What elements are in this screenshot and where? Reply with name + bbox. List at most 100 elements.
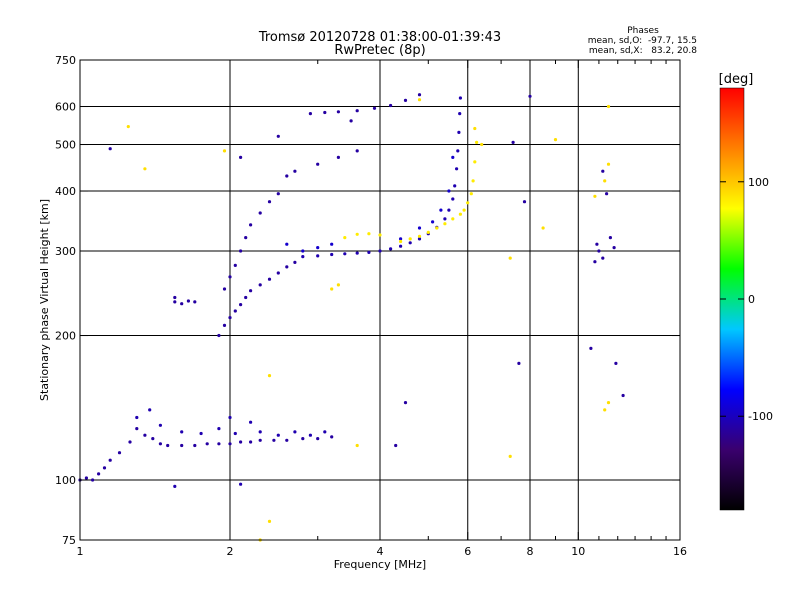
data-point [143, 167, 147, 171]
data-point [108, 147, 112, 151]
data-point [143, 433, 147, 437]
data-point [367, 250, 371, 254]
data-point [431, 220, 435, 224]
data-point [603, 179, 607, 183]
data-point [601, 169, 605, 173]
data-point [249, 440, 253, 444]
data-point [606, 162, 611, 166]
data-point [605, 192, 609, 196]
data-point [399, 244, 403, 248]
data-point [193, 300, 197, 304]
data-point [258, 438, 262, 442]
data-point [480, 142, 484, 147]
data-point [173, 484, 177, 488]
data-point [186, 299, 190, 303]
data-point [316, 162, 320, 166]
data-point [117, 451, 122, 455]
colorbar-tick-label: -100 [748, 410, 773, 423]
data-point [469, 192, 473, 196]
data-point [158, 423, 162, 427]
data-point [343, 236, 347, 240]
data-point [151, 437, 155, 441]
data-point [466, 201, 470, 205]
data-point [621, 393, 625, 398]
data-point [417, 226, 422, 230]
data-point [336, 283, 340, 287]
data-point [355, 251, 359, 255]
x-axis-label: Frequency [MHz] [334, 558, 426, 571]
data-point [276, 433, 280, 437]
data-point [308, 112, 312, 116]
data-point [91, 478, 95, 482]
data-point [323, 110, 327, 115]
y-tick-label: 200 [55, 330, 76, 343]
data-point [267, 374, 272, 378]
data-point [517, 361, 521, 365]
data-point [97, 472, 101, 476]
data-point [258, 283, 262, 287]
data-point [455, 167, 459, 171]
data-point [394, 443, 398, 448]
data-point [180, 430, 184, 434]
data-point [336, 155, 340, 159]
data-point [595, 242, 599, 246]
data-point [589, 346, 593, 350]
data-point [301, 437, 305, 441]
data-point [84, 476, 88, 480]
axis-ticks: 1 2 4 6 8 10 16 75 100 200 300 400 500 600 750 [55, 54, 687, 558]
data-point [217, 427, 221, 431]
data-point [316, 246, 320, 250]
data-point [593, 260, 597, 264]
data-point [239, 482, 243, 486]
chart-title: Tromsø 20120728 01:38:00-01:39:43 [258, 30, 501, 45]
data-point [267, 200, 272, 204]
data-point [399, 239, 403, 244]
data-point [217, 333, 221, 338]
data-point [458, 212, 462, 216]
data-point [330, 287, 334, 291]
x-tick-label: 10 [571, 545, 585, 558]
colorbar-label: [deg] [719, 72, 754, 87]
data-point [301, 255, 305, 259]
x-tick-label: 1 [77, 545, 84, 558]
data-point [173, 300, 177, 304]
data-points [78, 93, 625, 542]
data-point [456, 149, 460, 153]
data-point [593, 194, 597, 198]
data-point [453, 184, 457, 188]
data-point [443, 222, 447, 226]
data-point [272, 438, 276, 442]
x-tick-label: 6 [464, 545, 471, 558]
data-point [293, 430, 297, 434]
data-point [336, 110, 340, 114]
y-tick-label: 100 [55, 474, 76, 487]
data-point [222, 323, 227, 327]
data-point [285, 242, 289, 246]
data-point [135, 427, 139, 431]
data-point [180, 302, 184, 306]
data-point [239, 249, 243, 253]
data-point [439, 208, 443, 212]
data-point [408, 237, 412, 241]
data-point [258, 430, 262, 434]
y-tick-label: 500 [55, 139, 76, 152]
data-point [285, 174, 289, 178]
data-point [228, 415, 232, 420]
data-point [148, 408, 152, 412]
stats-line-o: mean, sd,O: -97.7, 15.5 [588, 36, 697, 46]
data-point [249, 223, 253, 227]
data-point [511, 140, 515, 144]
data-point [158, 442, 162, 446]
y-tick-label: 750 [55, 54, 76, 67]
data-point [403, 401, 408, 405]
data-point [330, 435, 334, 439]
data-point [378, 233, 382, 237]
data-point [417, 98, 422, 102]
data-point [126, 125, 130, 129]
data-point [417, 234, 422, 238]
data-point [417, 237, 422, 241]
data-point [199, 431, 203, 436]
data-point [244, 295, 248, 300]
data-point [612, 246, 616, 250]
x-tick-label: 16 [673, 545, 687, 558]
